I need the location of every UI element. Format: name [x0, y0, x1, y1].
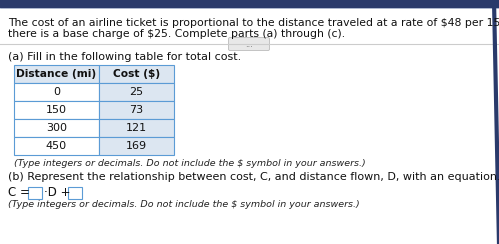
Bar — [14, 83, 99, 101]
Bar — [14, 65, 99, 83]
Text: 450: 450 — [46, 141, 67, 151]
Text: 300: 300 — [46, 123, 67, 133]
Text: (b) Represent the relationship between cost, C, and distance flown, D, with an e: (b) Represent the relationship between c… — [8, 172, 499, 182]
Text: Cost ($): Cost ($) — [113, 69, 160, 79]
Bar — [14, 101, 99, 119]
Bar — [99, 83, 174, 101]
Text: ...: ... — [245, 40, 253, 49]
Text: 121: 121 — [126, 123, 147, 133]
Text: 150: 150 — [46, 105, 67, 115]
Text: 25: 25 — [129, 87, 144, 97]
Text: (Type integers or decimals. Do not include the $ symbol in your answers.): (Type integers or decimals. Do not inclu… — [14, 159, 366, 168]
Bar — [99, 101, 174, 119]
Bar — [14, 119, 99, 137]
Text: 169: 169 — [126, 141, 147, 151]
Text: (Type integers or decimals. Do not include the $ symbol in your answers.): (Type integers or decimals. Do not inclu… — [8, 200, 360, 209]
Text: ·D +: ·D + — [44, 186, 70, 199]
Bar — [99, 137, 174, 155]
FancyBboxPatch shape — [229, 38, 269, 51]
Bar — [0, 0, 499, 8]
Bar — [14, 137, 99, 155]
Text: Distance (mi): Distance (mi) — [16, 69, 97, 79]
Bar — [99, 119, 174, 137]
Text: (a) Fill in the following table for total cost.: (a) Fill in the following table for tota… — [8, 52, 241, 62]
Text: there is a base charge of $25. Complete parts (a) through (c).: there is a base charge of $25. Complete … — [8, 29, 345, 39]
Text: The cost of an airline ticket is proportional to the distance traveled at a rate: The cost of an airline ticket is proport… — [8, 18, 499, 28]
Text: C =: C = — [8, 186, 30, 199]
Bar — [28, 187, 42, 199]
Text: 73: 73 — [129, 105, 144, 115]
Bar — [99, 65, 174, 83]
Bar — [68, 187, 82, 199]
Text: 0: 0 — [53, 87, 60, 97]
